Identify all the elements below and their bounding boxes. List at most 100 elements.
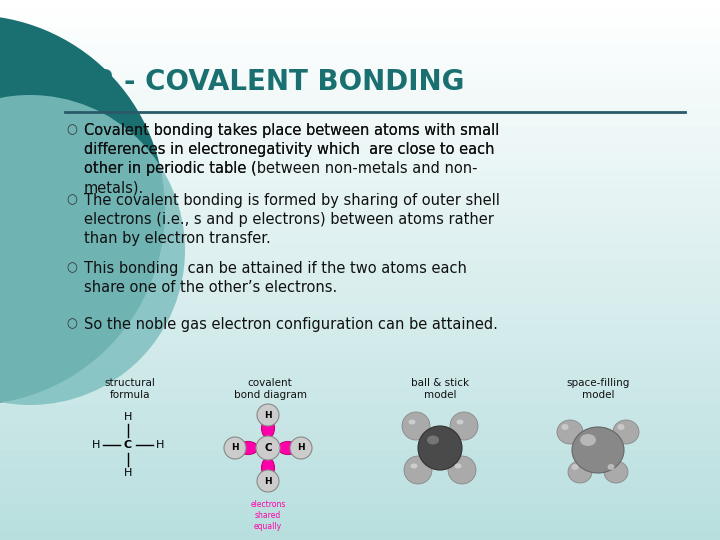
Text: H: H — [264, 410, 272, 420]
Ellipse shape — [604, 461, 628, 483]
Ellipse shape — [618, 424, 624, 430]
Bar — [0, 333, 720, 343]
Circle shape — [0, 15, 165, 405]
Ellipse shape — [238, 442, 258, 455]
Text: H: H — [124, 412, 132, 422]
Text: H: H — [156, 440, 164, 450]
Bar — [0, 171, 720, 181]
Bar — [0, 531, 720, 540]
Bar — [0, 108, 720, 118]
Text: So the noble gas electron configuration can be attained.: So the noble gas electron configuration … — [84, 317, 498, 332]
Bar — [0, 99, 720, 109]
Bar — [0, 261, 720, 271]
Bar — [0, 369, 720, 379]
Text: space-filling
model: space-filling model — [567, 378, 630, 400]
Bar — [0, 72, 720, 82]
Bar — [0, 270, 720, 280]
Bar — [0, 288, 720, 298]
Bar — [0, 189, 720, 199]
Text: H: H — [264, 476, 272, 485]
Bar — [0, 405, 720, 415]
Text: ○: ○ — [66, 193, 77, 206]
Text: ○: ○ — [66, 317, 77, 330]
Ellipse shape — [456, 420, 464, 424]
Text: H: H — [92, 440, 100, 450]
Bar — [0, 135, 720, 145]
Bar — [0, 225, 720, 235]
Bar — [0, 378, 720, 388]
Bar — [0, 90, 720, 100]
Bar — [0, 315, 720, 325]
Bar — [0, 522, 720, 532]
Text: H: H — [297, 443, 305, 453]
Text: electrons
shared
equally: electrons shared equally — [251, 500, 286, 531]
Ellipse shape — [454, 463, 462, 469]
Bar — [0, 432, 720, 442]
Ellipse shape — [613, 420, 639, 444]
Ellipse shape — [572, 427, 624, 473]
Bar — [0, 468, 720, 478]
Bar — [0, 180, 720, 190]
Bar — [0, 450, 720, 460]
Ellipse shape — [278, 442, 298, 455]
Text: Covalent bonding takes place between atoms with small
differences in electronega: Covalent bonding takes place between ato… — [84, 123, 500, 195]
Bar — [0, 360, 720, 370]
Bar — [0, 9, 720, 19]
Bar — [0, 423, 720, 433]
Bar — [0, 441, 720, 451]
Text: 2 - COVALENT BONDING: 2 - COVALENT BONDING — [95, 68, 464, 96]
Ellipse shape — [557, 420, 583, 444]
Bar — [0, 63, 720, 73]
Circle shape — [0, 95, 185, 405]
Circle shape — [256, 436, 280, 460]
Text: This bonding  can be attained if the two atoms each
share one of the other’s ele: This bonding can be attained if the two … — [84, 261, 467, 295]
Bar — [0, 351, 720, 361]
Bar — [0, 117, 720, 127]
Ellipse shape — [261, 458, 274, 478]
Bar — [0, 342, 720, 352]
Text: H: H — [124, 468, 132, 478]
Bar — [0, 45, 720, 55]
Bar — [0, 513, 720, 523]
Ellipse shape — [572, 464, 578, 470]
Ellipse shape — [427, 435, 439, 444]
Circle shape — [290, 437, 312, 459]
Bar — [0, 495, 720, 505]
Text: H: H — [231, 443, 239, 453]
Circle shape — [450, 412, 478, 440]
Bar — [0, 27, 720, 37]
Bar — [0, 306, 720, 316]
Bar — [0, 234, 720, 244]
Ellipse shape — [562, 424, 569, 430]
Circle shape — [257, 404, 279, 426]
Bar — [0, 0, 720, 10]
Bar — [0, 504, 720, 514]
Ellipse shape — [580, 434, 596, 446]
Text: ball & stick
model: ball & stick model — [411, 378, 469, 400]
Bar — [0, 396, 720, 406]
Bar — [0, 387, 720, 397]
Bar — [0, 54, 720, 64]
Text: covalent
bond diagram: covalent bond diagram — [233, 378, 307, 400]
Bar — [0, 207, 720, 217]
Text: The covalent bonding is formed by sharing of outer shell
electrons (i.e., s and : The covalent bonding is formed by sharin… — [84, 193, 500, 246]
Ellipse shape — [608, 464, 614, 470]
Bar — [0, 297, 720, 307]
Bar — [0, 243, 720, 253]
Bar — [0, 162, 720, 172]
Bar — [0, 216, 720, 226]
Bar — [0, 477, 720, 487]
Circle shape — [224, 437, 246, 459]
Circle shape — [257, 470, 279, 492]
Bar — [0, 279, 720, 289]
Text: structural
formula: structural formula — [104, 378, 156, 400]
Circle shape — [402, 412, 430, 440]
Bar — [0, 153, 720, 163]
Bar — [0, 198, 720, 208]
Ellipse shape — [568, 461, 592, 483]
Text: Covalent bonding takes place between atoms with small
differences in electronega: Covalent bonding takes place between ato… — [84, 123, 500, 177]
Ellipse shape — [261, 418, 274, 438]
Bar — [0, 486, 720, 496]
Bar — [0, 126, 720, 136]
Bar — [0, 144, 720, 154]
